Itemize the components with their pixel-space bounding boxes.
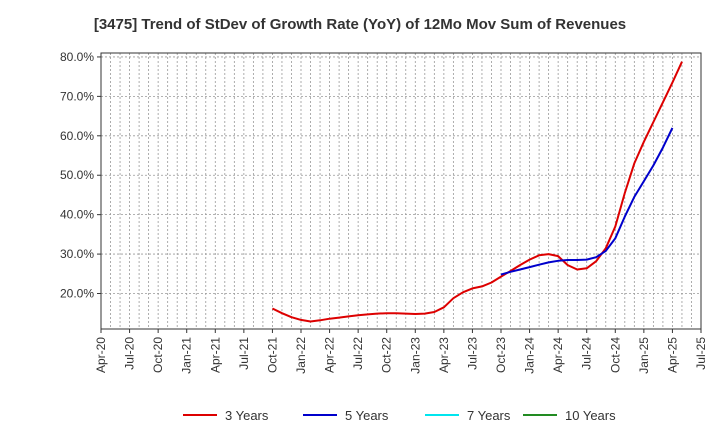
x-tick-label: Apr-23 — [437, 337, 451, 373]
x-tick-label: Oct-23 — [494, 337, 508, 373]
series-line-5-years — [500, 127, 674, 276]
plot-area — [101, 53, 701, 329]
x-tick-label: Apr-25 — [665, 337, 679, 373]
legend-label: 3 Years — [225, 408, 269, 423]
series-line-3-years — [271, 61, 683, 323]
x-tick-label: Jul-21 — [237, 337, 251, 370]
x-tick-label: Jan-25 — [637, 337, 651, 374]
x-tick-label: Oct-24 — [608, 337, 622, 373]
series-layer — [271, 61, 683, 323]
x-tick-label: Apr-21 — [208, 337, 222, 373]
x-tick-label: Oct-22 — [380, 337, 394, 373]
x-tick-label: Jul-22 — [351, 337, 365, 370]
x-tick-label: Jul-23 — [465, 337, 479, 370]
x-tick-label: Apr-22 — [323, 337, 337, 373]
x-tick-label: Apr-20 — [94, 337, 108, 373]
plot-frame — [100, 52, 702, 330]
y-tick-label: 30.0% — [60, 247, 94, 261]
grid-layer — [101, 53, 701, 329]
x-tick-label: Jul-20 — [123, 337, 137, 370]
legend-label: 7 Years — [467, 408, 511, 423]
x-tick-label: Jul-24 — [580, 337, 594, 370]
x-tick-label: Jan-21 — [180, 337, 194, 374]
x-tick-label: Jul-25 — [694, 337, 708, 370]
x-axis: Apr-20 Jul-20 Oct-20 Jan-21 Apr-21 Jul-21 Oct-… — [94, 329, 708, 374]
x-tick-label: Jan-22 — [294, 337, 308, 374]
y-tick-label: 60.0% — [60, 129, 94, 143]
x-tick-label: Oct-21 — [265, 337, 279, 373]
x-tick-label: Jan-24 — [523, 337, 537, 374]
y-tick-label: 50.0% — [60, 168, 94, 182]
y-axis: 20.0% 30.0% 40.0% 50.0% 60.0% 70.0% 80.0% — [60, 50, 101, 301]
x-tick-label: Oct-20 — [151, 337, 165, 373]
y-tick-label: 80.0% — [60, 50, 94, 64]
x-tick-label: Jan-23 — [408, 337, 422, 374]
chart-title: [3475] Trend of StDev of Growth Rate (Yo… — [93, 16, 627, 33]
legend-label: 10 Years — [565, 408, 616, 423]
y-tick-label: 20.0% — [60, 287, 94, 301]
legend: 3 Years 5 Years 7 Years 10 Years — [183, 408, 616, 423]
y-tick-label: 70.0% — [60, 89, 94, 103]
x-tick-label: Apr-24 — [551, 337, 565, 373]
legend-label: 5 Years — [345, 408, 389, 423]
y-tick-label: 40.0% — [60, 208, 94, 222]
